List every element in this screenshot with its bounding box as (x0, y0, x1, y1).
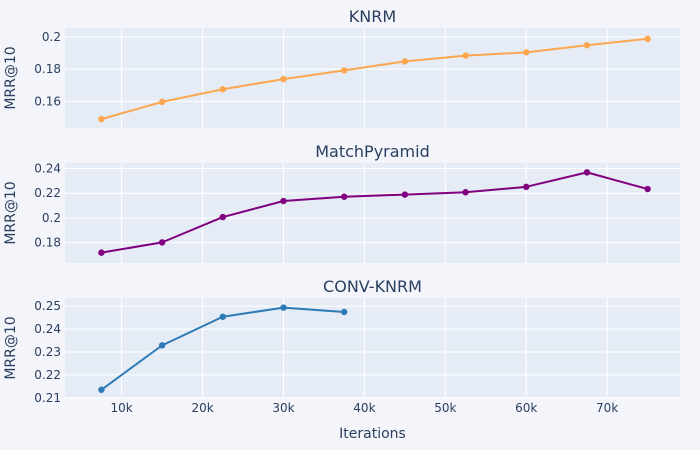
data-point (340, 67, 348, 74)
data-point (219, 313, 226, 320)
data-point (583, 169, 591, 176)
y-tick-label: 0.23 (34, 345, 61, 359)
y-tick-label: 0.24 (34, 322, 61, 336)
series-line (101, 171, 648, 254)
subplot-2: 0.18 0.2 0.22 0.24 MatchPyramid MRR@10 (3, 142, 680, 263)
y-tick-label: 0.22 (34, 368, 61, 382)
x-tick-label: 50k (434, 401, 456, 415)
data-point (401, 191, 409, 198)
data-point (219, 213, 226, 221)
y-axis-label: MRR@10 (3, 316, 19, 379)
y-tick-label: 0.2 (42, 30, 61, 44)
y-axis-label: MRR@10 (3, 181, 19, 244)
x-tick-label: 30k (272, 401, 294, 415)
y-axis-label: MRR@10 (3, 46, 19, 109)
y-tick-label: 0.2 (42, 211, 61, 225)
plot-area (65, 28, 680, 128)
data-point (158, 342, 166, 349)
data-point (280, 197, 287, 205)
y-tick-label: 0.25 (34, 299, 61, 313)
x-axis-label: Iterations (339, 426, 406, 442)
x-tick-label: 60k (515, 401, 537, 415)
series-line (101, 37, 648, 121)
y-tick-label: 0.24 (34, 162, 61, 176)
y-tick-label: 0.18 (34, 236, 61, 250)
subplot-1: 0.16 0.18 0.2 KNRM MRR@10 (3, 7, 680, 128)
x-tick-label: 70k (596, 401, 618, 415)
data-point (280, 75, 287, 83)
data-point (340, 308, 348, 316)
y-tick-label: 0.22 (34, 186, 61, 200)
data-point (98, 115, 105, 123)
data-point (98, 249, 105, 256)
data-point (583, 42, 591, 49)
subplot-3: 0.21 0.22 0.23 0.24 0.25 CONV-KNRM MRR@10 (3, 277, 680, 405)
x-tick-label: 20k (191, 401, 213, 415)
data-point (644, 185, 651, 193)
subplot-title: MatchPyramid (315, 142, 430, 161)
data-point (158, 239, 166, 246)
data-point (219, 86, 226, 93)
subplot-title: CONV-KNRM (323, 277, 422, 296)
x-tick-label: 10k (111, 401, 133, 415)
x-tick-label: 40k (353, 401, 375, 415)
data-point (280, 304, 287, 311)
data-point (462, 52, 469, 59)
data-point (523, 183, 530, 191)
plot-area (65, 163, 680, 263)
data-point (340, 193, 348, 200)
data-point (523, 49, 530, 56)
data-point (158, 98, 166, 106)
y-tick-label: 0.21 (34, 391, 61, 405)
data-point (401, 58, 409, 65)
data-point (98, 386, 105, 393)
subplot-title: KNRM (349, 7, 396, 26)
data-point (462, 189, 469, 196)
plot-area (65, 298, 680, 398)
y-tick-label: 0.16 (34, 94, 61, 108)
y-tick-label: 0.18 (34, 62, 61, 76)
data-point (644, 35, 651, 43)
